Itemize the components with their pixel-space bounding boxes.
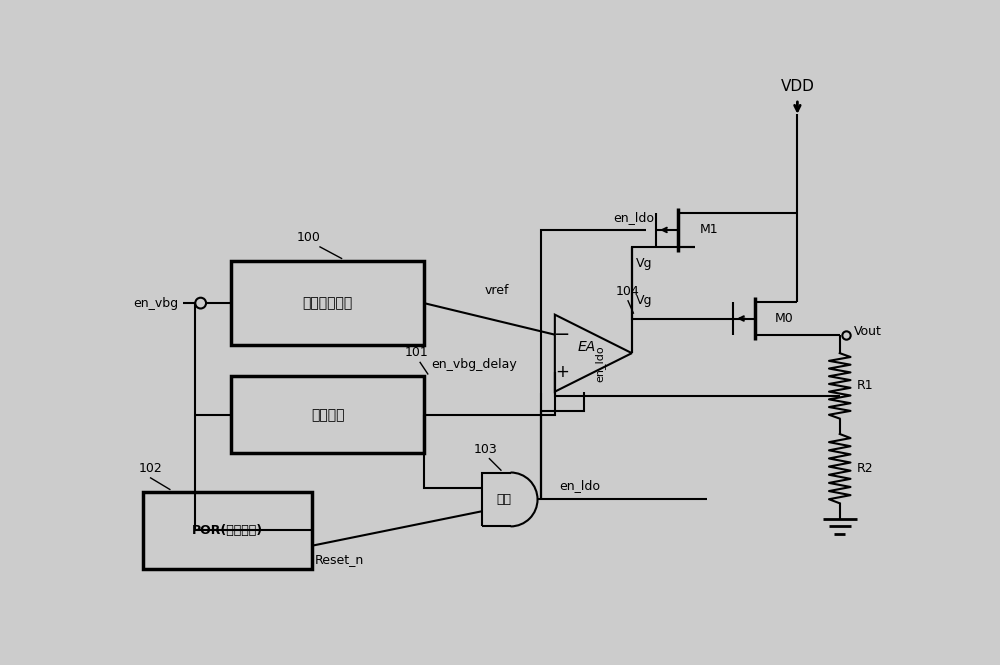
Text: 延时电路: 延时电路	[311, 408, 344, 422]
Text: 100: 100	[297, 231, 320, 244]
Text: M1: M1	[700, 223, 718, 237]
Text: R1: R1	[857, 379, 873, 392]
Text: Reset_n: Reset_n	[315, 553, 364, 567]
Text: EA: EA	[578, 340, 596, 354]
Text: 与门: 与门	[496, 493, 511, 506]
Text: 101: 101	[404, 346, 428, 359]
Text: Vout: Vout	[854, 325, 881, 338]
Bar	[231, 261, 424, 345]
Text: +: +	[556, 362, 569, 380]
Text: vref: vref	[485, 284, 509, 297]
Bar	[231, 376, 424, 454]
Text: −: −	[554, 325, 571, 344]
Text: en_vbg_delay: en_vbg_delay	[432, 358, 517, 371]
Text: R2: R2	[857, 462, 873, 475]
Text: M0: M0	[774, 312, 793, 325]
Text: 带隙基准电压: 带隙基准电压	[303, 296, 353, 310]
Text: en_vbg: en_vbg	[134, 297, 179, 310]
Text: VDD: VDD	[780, 78, 814, 94]
Text: Vg: Vg	[636, 257, 652, 270]
Bar	[143, 491, 312, 569]
Text: en_ldo: en_ldo	[613, 211, 654, 224]
Text: 102: 102	[139, 462, 163, 475]
Text: POR(上电复位): POR(上电复位)	[192, 524, 263, 537]
Text: 103: 103	[474, 443, 497, 456]
Text: 104: 104	[616, 285, 640, 298]
Text: en_ldo: en_ldo	[559, 479, 600, 491]
Text: Vg: Vg	[636, 293, 652, 307]
Text: en_ldo: en_ldo	[594, 346, 605, 382]
